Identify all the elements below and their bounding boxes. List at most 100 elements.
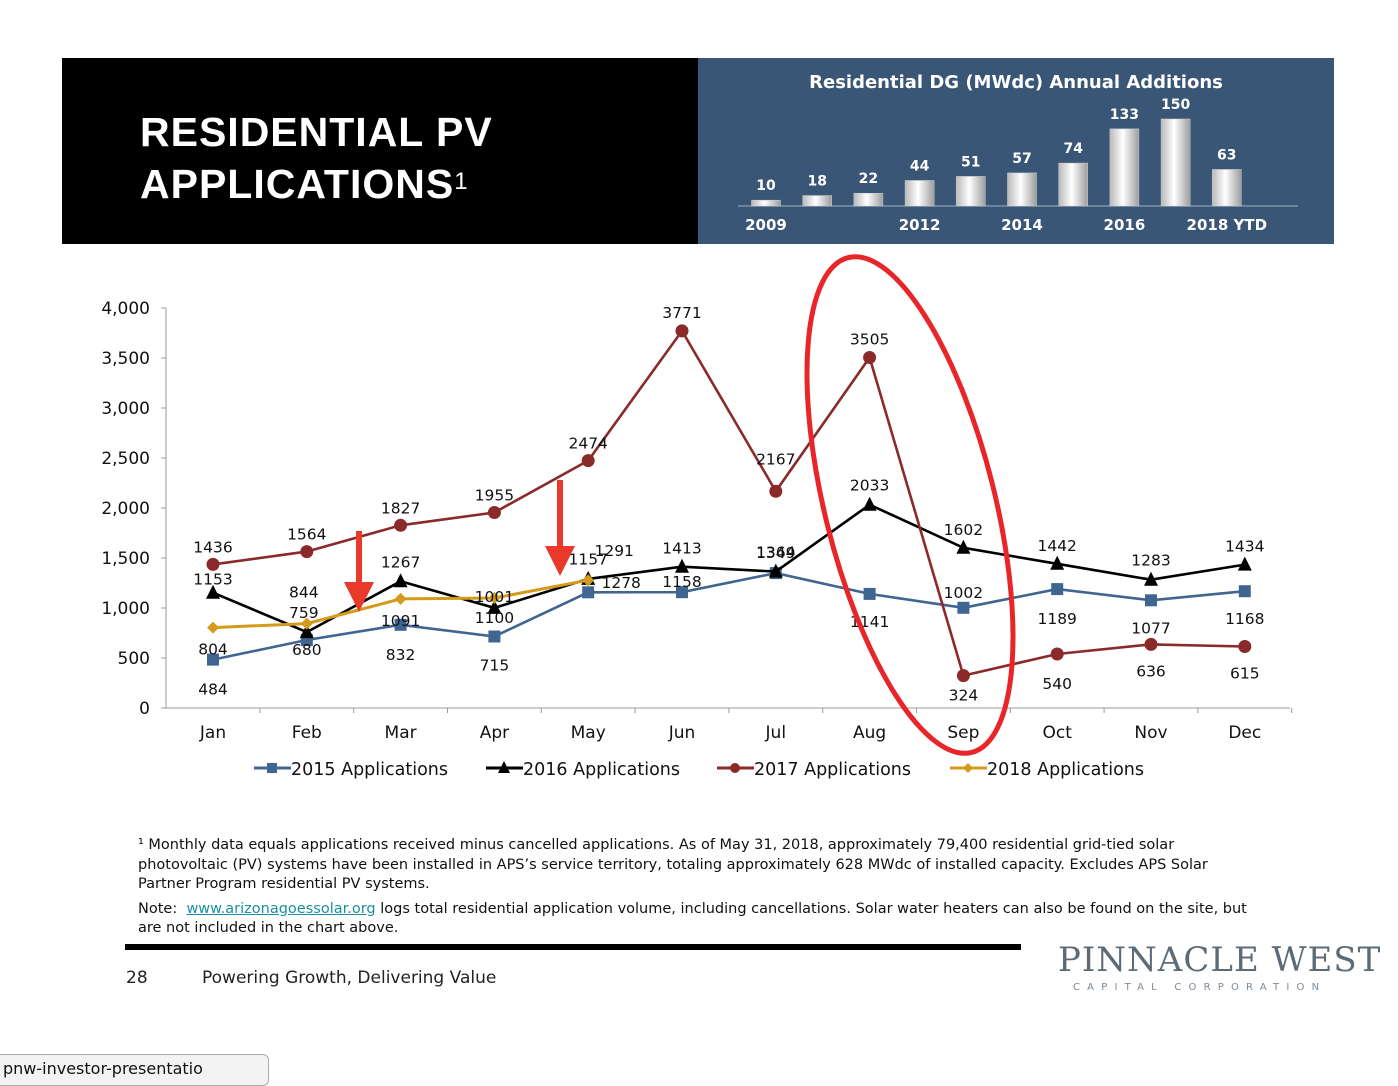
note-prefix: Note: — [138, 900, 187, 917]
data-point-2016 — [862, 496, 877, 511]
x-tick-label: Jun — [668, 723, 696, 743]
annual-bar-value-label: 74 — [1063, 141, 1083, 157]
annual-bar-value-label: 150 — [1161, 97, 1190, 113]
x-tick-label: May — [571, 723, 606, 743]
data-label: 832 — [386, 646, 416, 664]
annual-bar-2013 — [956, 176, 986, 207]
data-point-2015 — [957, 601, 970, 614]
data-label: 1278 — [601, 574, 640, 592]
data-label: 1077 — [1131, 619, 1170, 637]
data-label: 680 — [292, 641, 322, 659]
x-tick-label: Dec — [1228, 723, 1261, 743]
data-label: 1283 — [1131, 552, 1170, 570]
slide-title-line1: RESIDENTIAL PV — [140, 109, 493, 155]
data-label: 1349 — [756, 544, 795, 562]
annual-bar-value-label: 57 — [1012, 151, 1031, 167]
data-point-2017 — [206, 557, 220, 571]
legend-marker — [267, 763, 277, 773]
data-label: 1267 — [381, 553, 420, 571]
data-point-2017 — [675, 324, 689, 338]
annual-bar-value-label: 22 — [859, 171, 878, 187]
data-point-2015 — [1238, 585, 1251, 598]
data-point-2016 — [299, 624, 314, 639]
y-tick-label: 0 — [139, 699, 150, 719]
annual-bar-2015 — [1058, 162, 1088, 207]
annual-bar-value-label: 44 — [910, 158, 930, 174]
data-label: 1434 — [1225, 538, 1264, 556]
data-label: 1153 — [193, 571, 232, 589]
slide-title: RESIDENTIAL PV APPLICATIONS1 — [140, 106, 493, 210]
data-point-2015 — [676, 586, 688, 599]
legend-label: 2018 Applications — [987, 760, 1144, 780]
data-point-2015 — [582, 586, 595, 599]
company-logo-subtitle: CAPITAL CORPORATION — [1073, 982, 1327, 993]
y-tick-label: 2,500 — [101, 449, 150, 469]
data-label: 636 — [1136, 662, 1166, 680]
data-point-2018 — [300, 617, 313, 630]
legend-marker — [730, 763, 740, 773]
data-label: 1091 — [381, 612, 420, 630]
page-number: 28 — [126, 968, 148, 988]
data-point-2017 — [581, 454, 595, 468]
data-label: 540 — [1042, 675, 1072, 693]
legend-label: 2016 Applications — [523, 760, 680, 780]
data-label: 2167 — [756, 450, 795, 468]
legend-label: 2017 Applications — [754, 760, 911, 780]
data-point-2017 — [300, 545, 314, 559]
footer-divider — [125, 944, 1021, 950]
annual-bar-2014 — [1007, 172, 1037, 207]
legend-label: 2015 Applications — [291, 760, 448, 780]
x-tick-label: Feb — [292, 723, 322, 743]
red-highlight-ellipse — [804, 254, 1016, 756]
data-point-2017 — [1050, 647, 1064, 661]
arizonagoessolar-link[interactable]: www.arizonagoessolar.org — [186, 900, 376, 917]
data-label: 1002 — [944, 584, 983, 602]
data-point-2016 — [956, 539, 971, 554]
data-point-2016 — [487, 599, 502, 614]
series-line-2016-applications — [212, 503, 1246, 634]
slide-title-line2: APPLICATIONS — [140, 161, 455, 207]
annual-additions-panel: Residential DG (MWdc) Annual Additions 1… — [698, 58, 1334, 244]
data-label: 1157 — [568, 550, 607, 568]
title-footnote-mark: 1 — [454, 168, 469, 195]
data-point-2016 — [1050, 555, 1065, 570]
annual-bar-2011 — [853, 192, 884, 207]
data-point-2018 — [582, 574, 595, 587]
annual-tick-label: 2014 — [1001, 216, 1043, 234]
annual-tick-label: 2012 — [899, 216, 941, 234]
data-label: 759 — [289, 604, 319, 622]
data-point-2015 — [488, 630, 501, 643]
data-point-2015 — [1051, 583, 1064, 596]
header-title-panel: RESIDENTIAL PV APPLICATIONS1 — [62, 58, 698, 244]
data-label: 1442 — [1037, 537, 1076, 555]
data-label: 3771 — [662, 304, 701, 322]
note-rest: logs total residential application volum… — [138, 900, 1247, 937]
y-tick-label: 1,500 — [101, 549, 150, 569]
series-line-2015-applications — [212, 571, 1245, 661]
data-label: 1189 — [1037, 610, 1076, 628]
data-label: 324 — [949, 687, 979, 705]
data-point-2017 — [956, 669, 970, 683]
data-point-2016 — [393, 573, 408, 588]
annual-bar-2018 YTD — [1212, 169, 1242, 207]
red-arrow-head — [344, 582, 374, 612]
x-tick-label: Aug — [853, 723, 886, 743]
data-label: 1364 — [756, 544, 795, 562]
annual-bar-2016 — [1109, 128, 1140, 207]
y-tick-label: 2,000 — [101, 499, 150, 519]
footnote-text: ¹ Monthly data equals applications recei… — [138, 837, 1208, 892]
annual-bar-2017 — [1160, 118, 1191, 207]
filename-tooltip[interactable]: pnw-investor-presentatio — [0, 1054, 269, 1086]
annual-tick-label: 2018 YTD — [1187, 216, 1268, 234]
data-label: 484 — [198, 681, 228, 699]
annual-bar-value-label: 133 — [1110, 107, 1139, 123]
data-point-2015 — [1145, 594, 1157, 607]
x-tick-label: Sep — [947, 723, 979, 743]
y-tick-label: 1,000 — [101, 599, 150, 619]
annual-bar-2009 — [751, 199, 781, 207]
annual-bar-value-label: 10 — [756, 178, 776, 194]
data-label: 804 — [198, 641, 228, 659]
data-point-2017 — [487, 506, 501, 519]
footnote-note: Note: www.arizonagoessolar.org logs tota… — [138, 900, 1258, 939]
footnote: ¹ Monthly data equals applications recei… — [138, 836, 1258, 939]
